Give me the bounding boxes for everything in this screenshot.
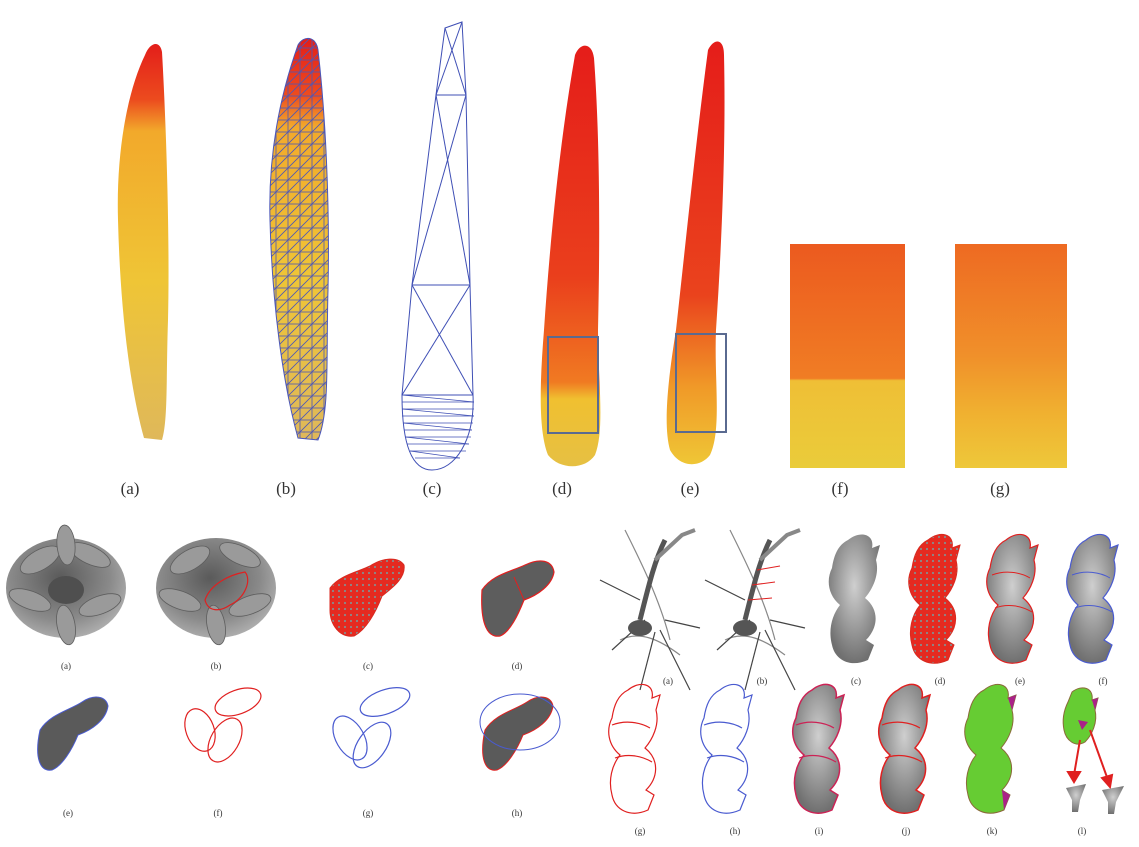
insect-a <box>599 528 701 691</box>
wireframe-c-dense-region <box>401 394 475 459</box>
label-br-k: (k) <box>986 826 998 836</box>
flower-a <box>6 524 126 646</box>
label-br-h: (h) <box>729 826 741 836</box>
cone-piece-2 <box>1102 786 1124 814</box>
arrows <box>1066 729 1114 790</box>
outlines-g <box>332 687 411 769</box>
label-top-e: (e) <box>680 479 700 498</box>
outlined-stack-i <box>791 683 846 814</box>
label-bl-c: (c) <box>363 661 373 671</box>
outlines-f <box>184 687 262 763</box>
cone-piece-1 <box>1066 784 1086 812</box>
label-br-j: (j) <box>901 826 911 836</box>
label-bl-d: (d) <box>511 661 523 671</box>
outlined-stack-f <box>1066 533 1119 664</box>
cone-stack-c <box>828 534 880 664</box>
label-bl-e: (e) <box>63 808 73 818</box>
label-br-l: (l) <box>1077 826 1087 836</box>
label-br-a: (a) <box>663 676 673 686</box>
zoom-panel-g <box>955 244 1067 468</box>
green-stack-l <box>1062 687 1124 814</box>
label-top-d: (d) <box>552 479 572 498</box>
petals-e <box>37 696 109 771</box>
label-top-f: (f) <box>831 479 849 498</box>
outline-only-g <box>608 683 661 814</box>
label-bl-b: (b) <box>210 661 222 671</box>
overlay-h <box>479 693 561 771</box>
wireframe-c <box>401 21 475 471</box>
label-br-i: (i) <box>814 826 824 836</box>
petal-b-meshed <box>269 37 329 441</box>
petal-d <box>540 45 601 467</box>
label-br-f: (f) <box>1098 676 1108 686</box>
label-bl-a: (a) <box>61 661 71 671</box>
outline-only-h <box>700 683 753 814</box>
segmented-petals-d <box>481 560 555 637</box>
label-top-a: (a) <box>120 479 140 498</box>
red-mesh-c <box>329 558 405 637</box>
zoom-panel-f <box>790 244 905 468</box>
flower-b <box>156 538 276 646</box>
label-br-e: (e) <box>1015 676 1025 686</box>
green-stack-k <box>964 683 1017 814</box>
insect-b <box>704 528 806 691</box>
label-top-b: (b) <box>276 479 296 498</box>
label-top-g: (g) <box>990 479 1010 498</box>
label-bl-h: (h) <box>511 808 523 818</box>
label-br-d: (d) <box>934 676 946 686</box>
label-br-c: (c) <box>851 676 861 686</box>
outlined-stack-e <box>986 533 1039 664</box>
label-bl-g: (g) <box>362 808 374 818</box>
petal-a <box>117 44 169 441</box>
red-mesh-stack-d <box>908 533 961 664</box>
petal-e <box>666 41 727 465</box>
label-br-b: (b) <box>756 676 768 686</box>
label-bl-f: (f) <box>213 808 223 818</box>
label-br-g: (g) <box>634 826 646 836</box>
label-top-c: (c) <box>422 479 442 498</box>
outlined-stack-j <box>877 683 932 814</box>
